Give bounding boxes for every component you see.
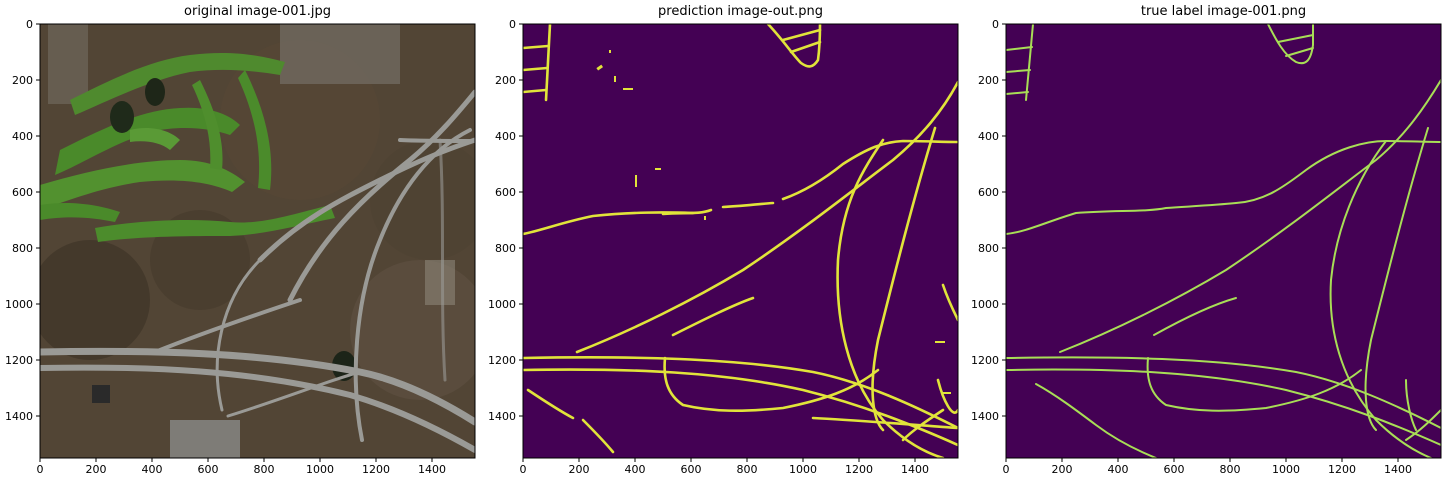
prediction-mask (523, 24, 958, 458)
panel-title: prediction image-out.png (658, 4, 823, 19)
svg-text:600: 600 (198, 463, 219, 476)
plot-original: 0 200 400 600 800 1000 1200 1400 0 200 4… (5, 18, 476, 476)
svg-text:600: 600 (495, 186, 516, 199)
svg-text:1400: 1400 (418, 463, 446, 476)
svg-text:0: 0 (26, 18, 33, 31)
svg-text:0: 0 (992, 18, 999, 31)
svg-text:0: 0 (509, 18, 516, 31)
svg-text:400: 400 (12, 130, 33, 143)
svg-text:1400: 1400 (488, 410, 516, 423)
svg-text:1000: 1000 (971, 298, 999, 311)
svg-text:1200: 1200 (362, 463, 390, 476)
svg-text:800: 800 (737, 463, 758, 476)
svg-text:600: 600 (681, 463, 702, 476)
panel-title: original image-001.jpg (184, 4, 331, 19)
svg-text:400: 400 (1108, 463, 1129, 476)
svg-text:1400: 1400 (971, 410, 999, 423)
panel-original: original image-001.jpg (0, 0, 480, 482)
svg-text:800: 800 (978, 242, 999, 255)
axis-ticks: 0 200 400 600 800 1000 1200 1400 0 200 4… (5, 18, 446, 476)
plot-prediction: 0 200 400 600 800 1000 1200 1400 0 200 4… (488, 18, 959, 476)
svg-text:0: 0 (520, 463, 527, 476)
panel-prediction: prediction image-out.png (483, 0, 963, 482)
satellite-image (40, 24, 475, 458)
panel-true-label: true label image-001.png (966, 0, 1446, 482)
svg-text:1200: 1200 (845, 463, 873, 476)
svg-text:1000: 1000 (5, 298, 33, 311)
svg-text:600: 600 (978, 186, 999, 199)
label-mask (1006, 24, 1441, 458)
svg-text:1000: 1000 (488, 298, 516, 311)
axis-ticks: 0 200 400 600 800 1000 1200 1400 0 200 4… (971, 18, 1412, 476)
svg-text:1000: 1000 (1272, 463, 1300, 476)
axis-ticks: 0 200 400 600 800 1000 1200 1400 0 200 4… (488, 18, 929, 476)
panel-title: true label image-001.png (1140, 4, 1307, 19)
svg-text:200: 200 (1052, 463, 1073, 476)
svg-text:0: 0 (37, 463, 44, 476)
plot-true-label: 0 200 400 600 800 1000 1200 1400 0 200 4… (971, 18, 1442, 476)
svg-text:400: 400 (495, 130, 516, 143)
svg-text:1200: 1200 (488, 354, 516, 367)
svg-text:1200: 1200 (1328, 463, 1356, 476)
svg-text:1200: 1200 (5, 354, 33, 367)
svg-text:800: 800 (254, 463, 275, 476)
svg-text:1200: 1200 (971, 354, 999, 367)
svg-text:200: 200 (12, 74, 33, 87)
svg-text:1000: 1000 (789, 463, 817, 476)
svg-text:600: 600 (12, 186, 33, 199)
svg-text:400: 400 (625, 463, 646, 476)
svg-text:400: 400 (142, 463, 163, 476)
svg-text:0: 0 (1003, 463, 1010, 476)
svg-text:200: 200 (495, 74, 516, 87)
svg-text:800: 800 (495, 242, 516, 255)
svg-text:200: 200 (86, 463, 107, 476)
svg-text:1400: 1400 (1384, 463, 1412, 476)
svg-text:1400: 1400 (901, 463, 929, 476)
svg-text:1000: 1000 (306, 463, 334, 476)
svg-text:1400: 1400 (5, 410, 33, 423)
svg-text:800: 800 (1220, 463, 1241, 476)
svg-text:200: 200 (569, 463, 590, 476)
svg-text:600: 600 (1164, 463, 1185, 476)
svg-text:400: 400 (978, 130, 999, 143)
svg-text:800: 800 (12, 242, 33, 255)
svg-text:200: 200 (978, 74, 999, 87)
